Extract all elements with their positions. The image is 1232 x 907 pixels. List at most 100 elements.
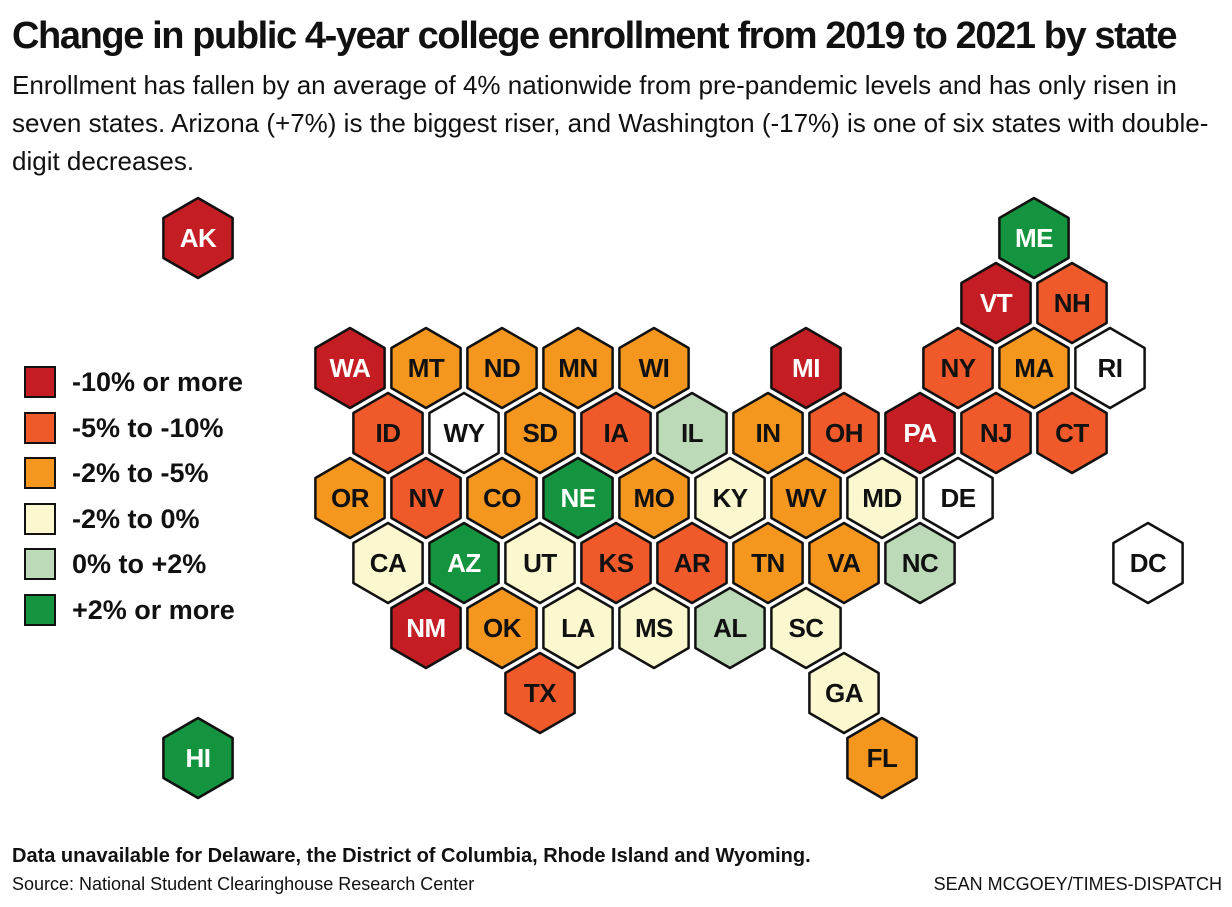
state-tile-or: OR	[314, 456, 386, 540]
state-hex	[618, 456, 690, 540]
state-hex	[314, 326, 386, 410]
state-label: AK	[180, 223, 217, 253]
state-label: SD	[522, 418, 557, 448]
state-label: CO	[483, 483, 521, 513]
state-tile-ky: KY	[694, 456, 766, 540]
state-hex	[808, 521, 880, 605]
state-tile-ks: KS	[580, 521, 652, 605]
state-hex	[694, 586, 766, 670]
state-hex	[314, 456, 386, 540]
state-hex	[846, 716, 918, 800]
state-label: NV	[408, 483, 444, 513]
state-label: NY	[940, 353, 975, 383]
legend-item-r2: -5% to -10%	[24, 410, 284, 446]
state-tile-wi: WI	[618, 326, 690, 410]
state-hex	[542, 456, 614, 540]
source-note: Source: National Student Clearinghouse R…	[12, 874, 475, 894]
chart-title: Change in public 4-year college enrollme…	[12, 15, 1178, 57]
state-tile-tn: TN	[732, 521, 804, 605]
state-hex	[162, 716, 234, 800]
state-tile-sc: SC	[770, 586, 842, 670]
state-label: MA	[1014, 353, 1054, 383]
state-tile-de: DE	[922, 456, 994, 540]
state-hex	[808, 391, 880, 475]
state-hex	[390, 326, 462, 410]
state-tile-hi: HI	[162, 716, 234, 800]
state-label: WA	[330, 353, 372, 383]
state-label: IL	[681, 418, 704, 448]
state-tile-ri: RI	[1074, 326, 1146, 410]
state-label: AZ	[447, 548, 481, 578]
state-tile-ca: CA	[352, 521, 424, 605]
state-label: HI	[186, 743, 211, 773]
state-tile-nj: NJ	[960, 391, 1032, 475]
credit-line: SEAN MCGOEY/TIMES-DISPATCH	[933, 874, 1222, 894]
state-label: GA	[825, 678, 864, 708]
state-label: LA	[561, 613, 595, 643]
state-hex	[770, 586, 842, 670]
state-hex	[352, 391, 424, 475]
state-label: TX	[524, 678, 557, 708]
state-tile-tx: TX	[504, 651, 576, 735]
legend-swatch	[24, 502, 56, 535]
state-hex	[504, 521, 576, 605]
state-tile-ny: NY	[922, 326, 994, 410]
state-hex	[466, 586, 538, 670]
state-label: DE	[940, 483, 975, 513]
legend-swatch	[24, 457, 56, 489]
state-hex	[1112, 521, 1184, 605]
state-label: NH	[1054, 288, 1091, 318]
state-tile-il: IL	[656, 391, 728, 475]
legend-swatch	[24, 548, 56, 580]
legend-label: -2% to -5%	[72, 458, 209, 488]
state-hex	[770, 326, 842, 410]
state-tile-la: LA	[542, 586, 614, 670]
state-hex	[998, 326, 1070, 410]
state-hex	[1036, 261, 1108, 345]
state-tile-mt: MT	[390, 326, 462, 410]
state-label: ME	[1015, 223, 1053, 253]
state-hex	[732, 391, 804, 475]
state-label: PA	[903, 418, 937, 448]
state-tile-vt: VT	[960, 261, 1032, 345]
state-hex	[542, 586, 614, 670]
state-label: OK	[483, 613, 522, 643]
state-label: OR	[331, 483, 370, 513]
state-label: AR	[674, 548, 711, 578]
legend-label: -10% or more	[72, 367, 244, 397]
state-hex	[998, 196, 1070, 280]
state-tile-ia: IA	[580, 391, 652, 475]
state-hex	[504, 391, 576, 475]
state-tile-al: AL	[694, 586, 766, 670]
legend-label: -2% to 0%	[72, 503, 200, 534]
state-hex	[466, 456, 538, 540]
state-tile-ak: AK	[162, 196, 234, 280]
state-tile-mi: MI	[770, 326, 842, 410]
state-tile-in: IN	[732, 391, 804, 475]
state-tile-pa: PA	[884, 391, 956, 475]
state-tile-fl: FL	[846, 716, 918, 800]
state-hex	[390, 456, 462, 540]
legend-swatch	[24, 411, 56, 444]
state-hex	[352, 521, 424, 605]
state-hex	[1036, 391, 1108, 475]
legend-item-r3: -2% to -5%	[24, 455, 284, 491]
state-label: IA	[604, 418, 630, 448]
legend-label: -5% to -10%	[72, 412, 224, 443]
state-tile-ga: GA	[808, 651, 880, 735]
state-tile-nv: NV	[390, 456, 462, 540]
state-tile-nm: NM	[390, 586, 462, 670]
footnote: Data unavailable for Delaware, the Distr…	[12, 845, 811, 867]
legend-item-r1: -10% or more	[24, 364, 284, 400]
state-hex	[656, 521, 728, 605]
state-hex	[1074, 326, 1146, 410]
state-hex	[922, 326, 994, 410]
state-label: TN	[751, 548, 785, 578]
state-hex	[960, 391, 1032, 475]
state-label: ND	[484, 353, 521, 383]
state-tile-ne: NE	[542, 456, 614, 540]
state-hex	[694, 456, 766, 540]
state-label: WI	[639, 353, 670, 383]
state-hex	[846, 456, 918, 540]
state-label: RI	[1098, 353, 1123, 383]
